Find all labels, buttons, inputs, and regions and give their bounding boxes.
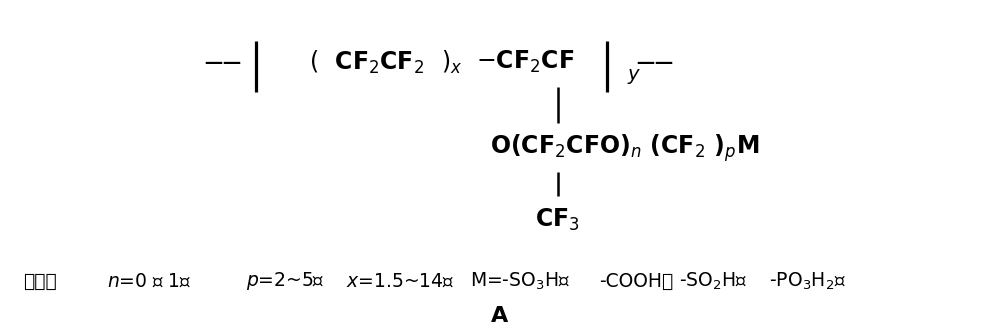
Text: -COOH，: -COOH， xyxy=(599,272,674,291)
Text: -SO$_2$H，: -SO$_2$H， xyxy=(679,270,747,292)
Text: $-$CF$_2$CF: $-$CF$_2$CF xyxy=(476,49,574,75)
Text: $p$=2~5；: $p$=2~5； xyxy=(246,270,325,292)
Text: M=-SO$_3$H，: M=-SO$_3$H， xyxy=(470,270,570,292)
Text: $-\!\!-$: $-\!\!-$ xyxy=(634,49,674,75)
Text: O(CF$_2$CFO)$_n$ (CF$_2$ )$_p$M: O(CF$_2$CFO)$_n$ (CF$_2$ )$_p$M xyxy=(490,132,759,163)
Text: A: A xyxy=(491,306,509,326)
Text: $($  CF$_2$CF$_2$  $)_x$: $($ CF$_2$CF$_2$ $)_x$ xyxy=(309,49,462,76)
Text: 其中，: 其中， xyxy=(23,272,56,291)
Text: CF$_3$: CF$_3$ xyxy=(535,207,580,233)
Text: $n$=0 或 1；: $n$=0 或 1； xyxy=(107,272,192,291)
Text: $-\!\!-$: $-\!\!-$ xyxy=(202,49,242,75)
Text: -PO$_3$H$_2$；: -PO$_3$H$_2$； xyxy=(769,270,845,292)
Text: $y$: $y$ xyxy=(627,67,642,86)
Text: $x$=1.5~14；: $x$=1.5~14； xyxy=(346,272,454,291)
